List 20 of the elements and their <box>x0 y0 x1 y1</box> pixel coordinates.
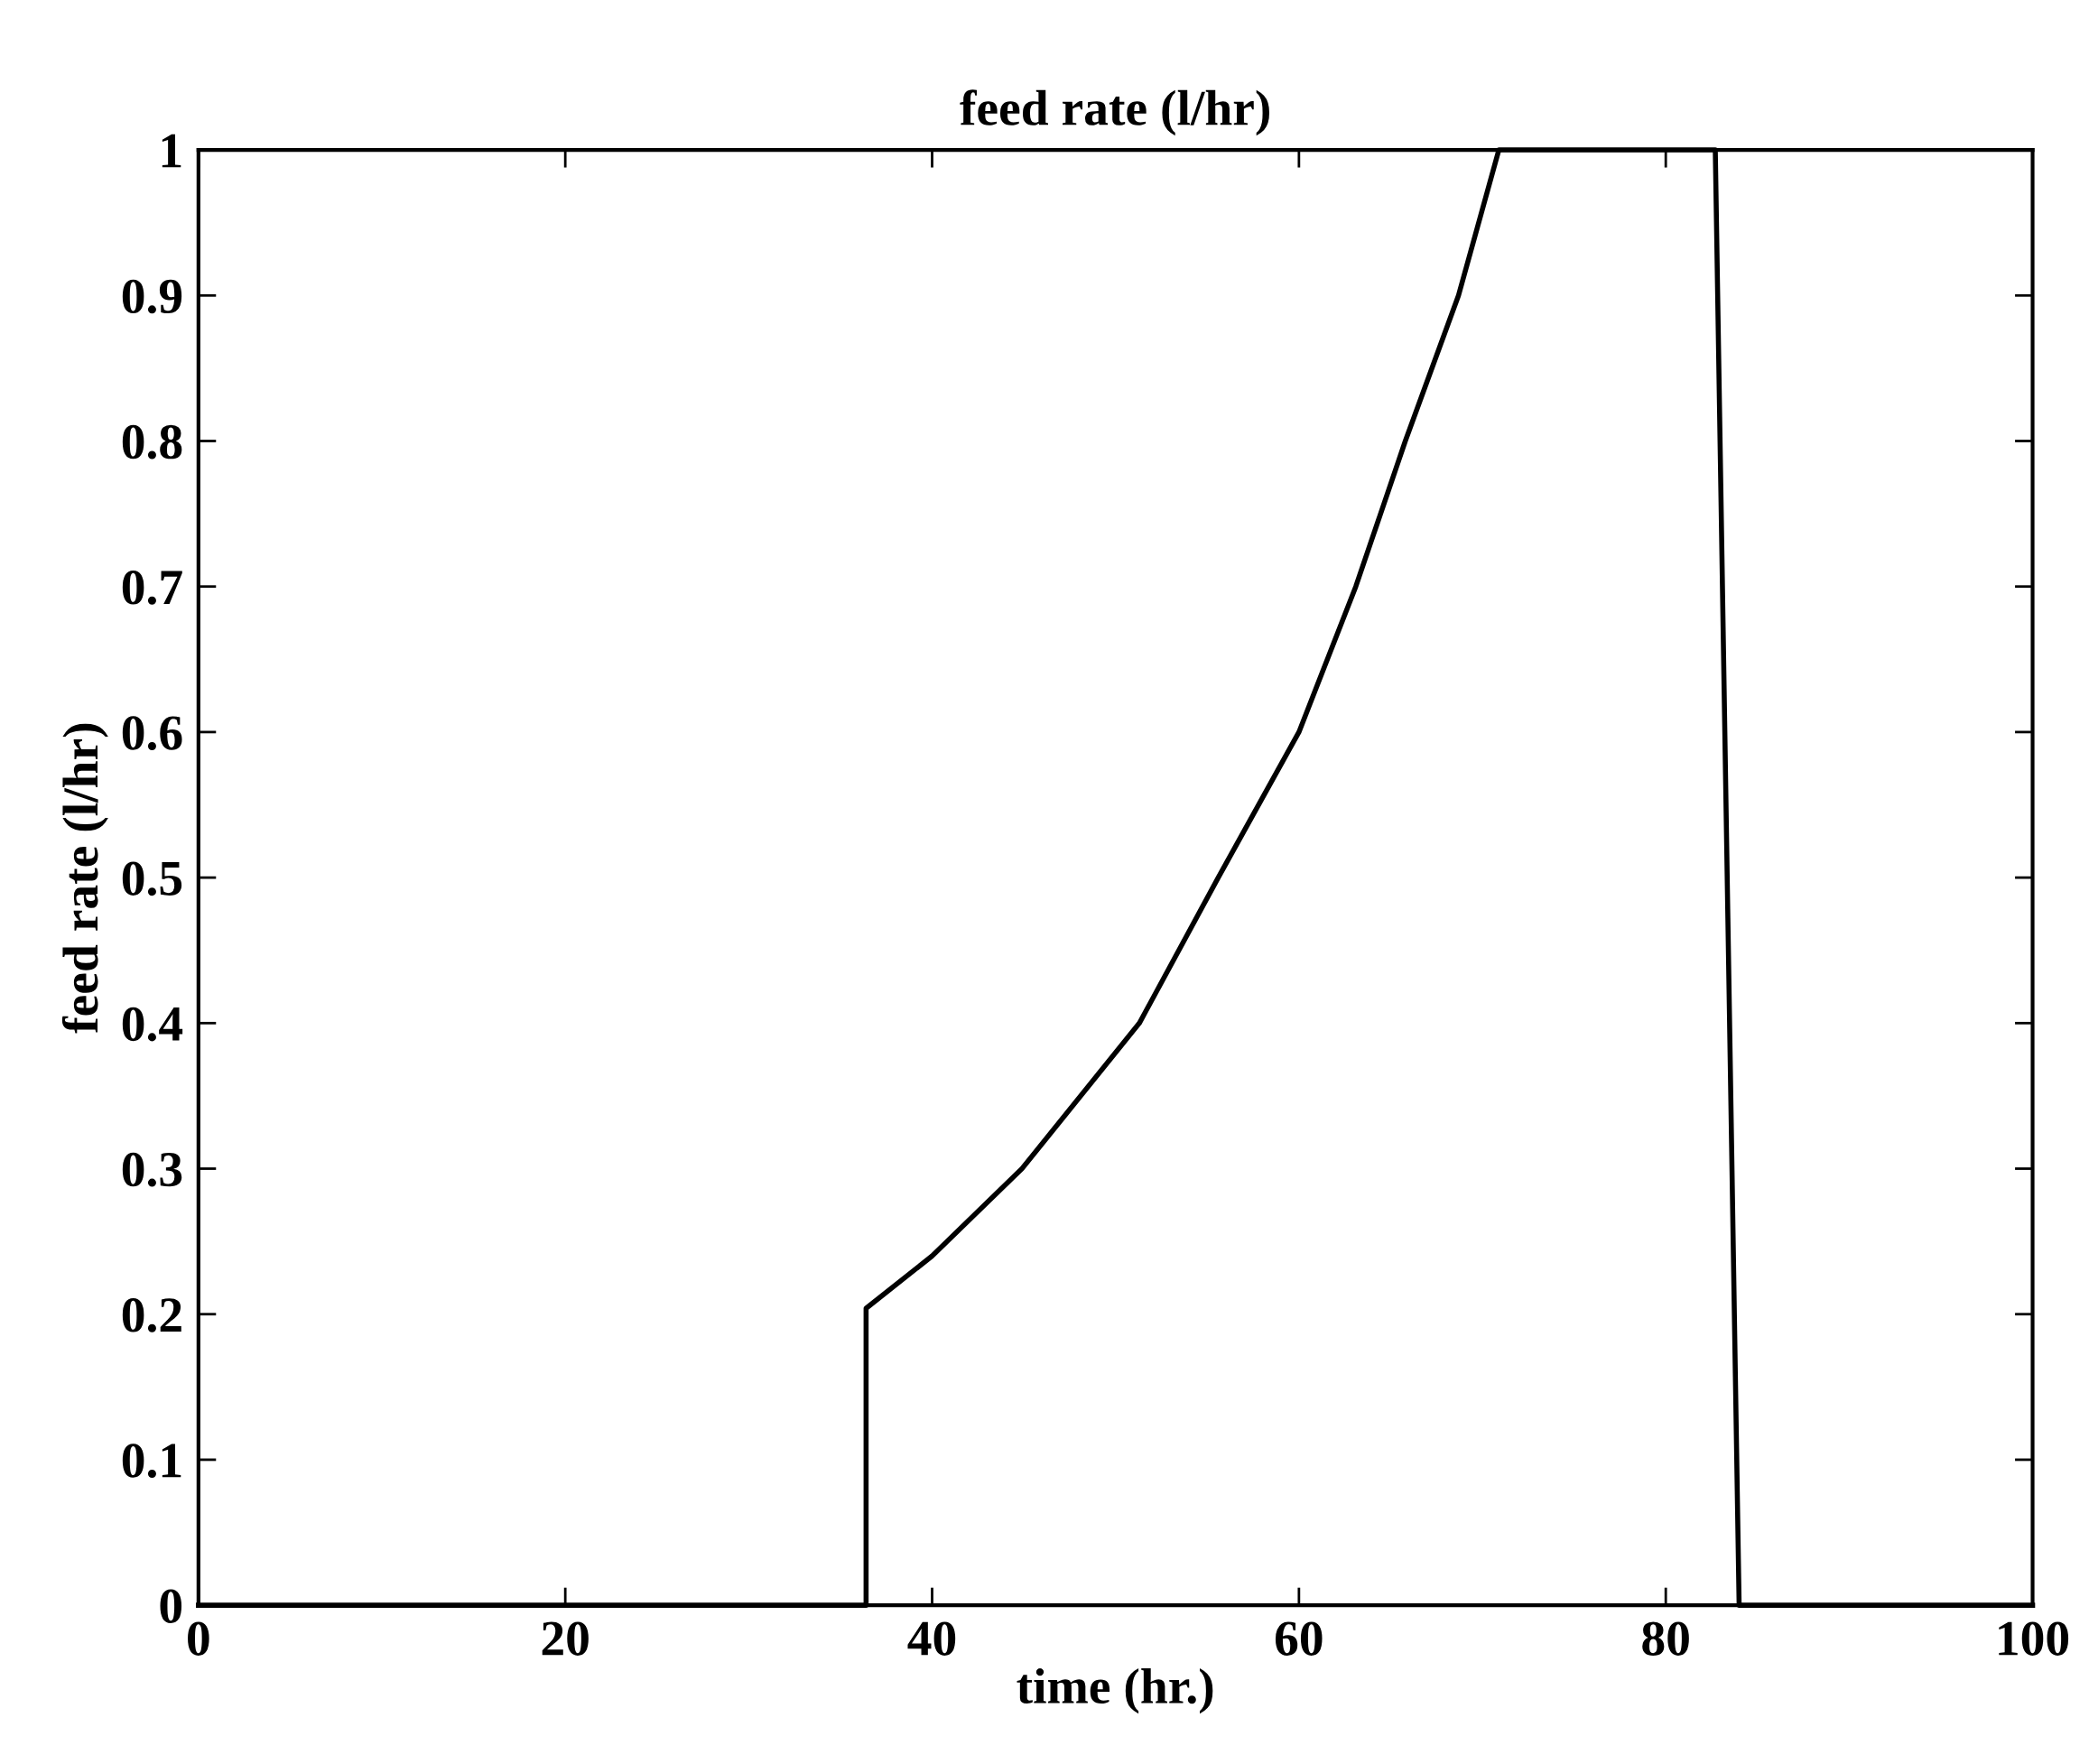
y-tick-label: 1 <box>162 134 181 168</box>
y-tick-label: 0.8 <box>122 424 182 460</box>
x-tick-label: 40 <box>907 1621 956 1656</box>
x-tick-label: 60 <box>1275 1621 1323 1656</box>
x-tick-label: 0 <box>188 1621 209 1656</box>
y-tick-label: 0.1 <box>122 1444 181 1478</box>
x-tick-label: 80 <box>1642 1621 1689 1656</box>
y-tick-label: 0.3 <box>122 1152 182 1187</box>
x-tick-label: 100 <box>1999 1621 2069 1656</box>
chart-title: feed rate (l/hr) <box>960 89 1269 136</box>
y-tick-label: 0.7 <box>122 571 182 605</box>
y-tick-label: 0.2 <box>122 1298 181 1332</box>
y-tick-label: 0.6 <box>122 716 182 750</box>
y-axis-title: feed rate (l/hr) <box>61 723 108 1034</box>
y-tick-label: 0.4 <box>122 1007 183 1042</box>
y-tick-label: 0.9 <box>122 279 182 314</box>
y-tick-label: 0 <box>160 1589 182 1623</box>
x-axis-title: time (hr.) <box>1017 1667 1213 1714</box>
x-tick-label: 20 <box>542 1621 589 1656</box>
y-tick-label: 0.5 <box>122 861 182 896</box>
